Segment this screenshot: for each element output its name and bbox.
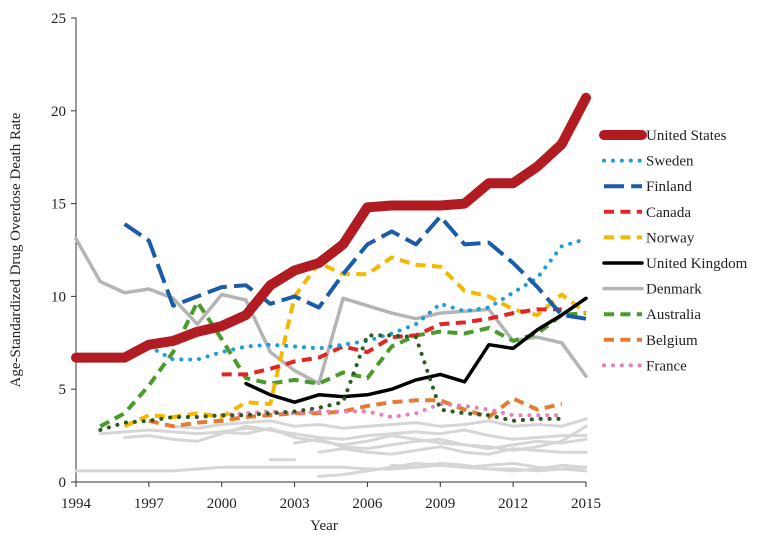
x-tick-label: 1997	[134, 496, 165, 512]
x-axis-title: Year	[310, 518, 338, 534]
series-line-unlabeled-8	[98, 333, 564, 432]
series-layer	[71, 92, 591, 478]
series-line-france	[219, 402, 564, 419]
x-tick-label: 2000	[207, 496, 237, 512]
series-line-canada	[221, 307, 562, 377]
axes: 0 5 10 15 20 25 1994 1997 2000 2003 2006 2009 2012 20…	[51, 11, 601, 512]
y-axis-title: Age-Standardized Drug Overdose Death Rat…	[8, 112, 24, 387]
series-line-finland	[123, 214, 587, 321]
legend-label-sweden: Sweden	[646, 154, 694, 170]
series-line-unlabeled-12	[171, 417, 588, 430]
series-line-belgium	[148, 396, 563, 429]
y-tick-label: 10	[51, 289, 66, 305]
series-line-unlabeled-16	[98, 426, 297, 438]
legend-label-denmark: Denmark	[646, 282, 702, 298]
series-line-norway	[123, 255, 588, 429]
y-tick-label: 15	[51, 197, 66, 213]
legend-label-france: France	[646, 358, 687, 374]
x-tick-label: 1994	[61, 496, 92, 512]
y-tick-label: 0	[59, 475, 67, 491]
series-line-united-states	[71, 92, 591, 363]
y-tick-label: 25	[51, 11, 66, 27]
y-tick-label: 5	[59, 382, 67, 398]
legend-label-belgium: Belgium	[646, 333, 698, 349]
series-line-australia	[99, 300, 587, 429]
legend-label-finland: Finland	[646, 179, 692, 195]
series-line-united-kingdom	[244, 296, 588, 404]
legend-label-norway: Norway	[646, 230, 695, 246]
legend-label-canada: Canada	[646, 205, 691, 221]
y-tick-label: 20	[51, 104, 66, 120]
legend-label-united-states: United States	[646, 128, 727, 144]
x-tick-label: 2015	[571, 496, 601, 512]
series-line-unlabeled-14	[293, 424, 588, 452]
x-tick-label: 2003	[280, 496, 310, 512]
series-line-unlabeled-15	[317, 445, 588, 456]
x-tick-label: 2012	[498, 496, 528, 512]
series-line-unlabeled-20	[390, 461, 588, 473]
legend: United States Sweden Finland Canada Norway Un…	[599, 128, 748, 374]
legend-label-united-kingdom: United Kingdom	[646, 256, 748, 272]
x-tick-label: 2009	[425, 496, 455, 512]
series-line-denmark	[74, 237, 588, 386]
series-line-unlabeled-11	[123, 424, 588, 443]
x-tick-label: 2006	[352, 496, 383, 512]
legend-label-australia: Australia	[646, 307, 701, 323]
